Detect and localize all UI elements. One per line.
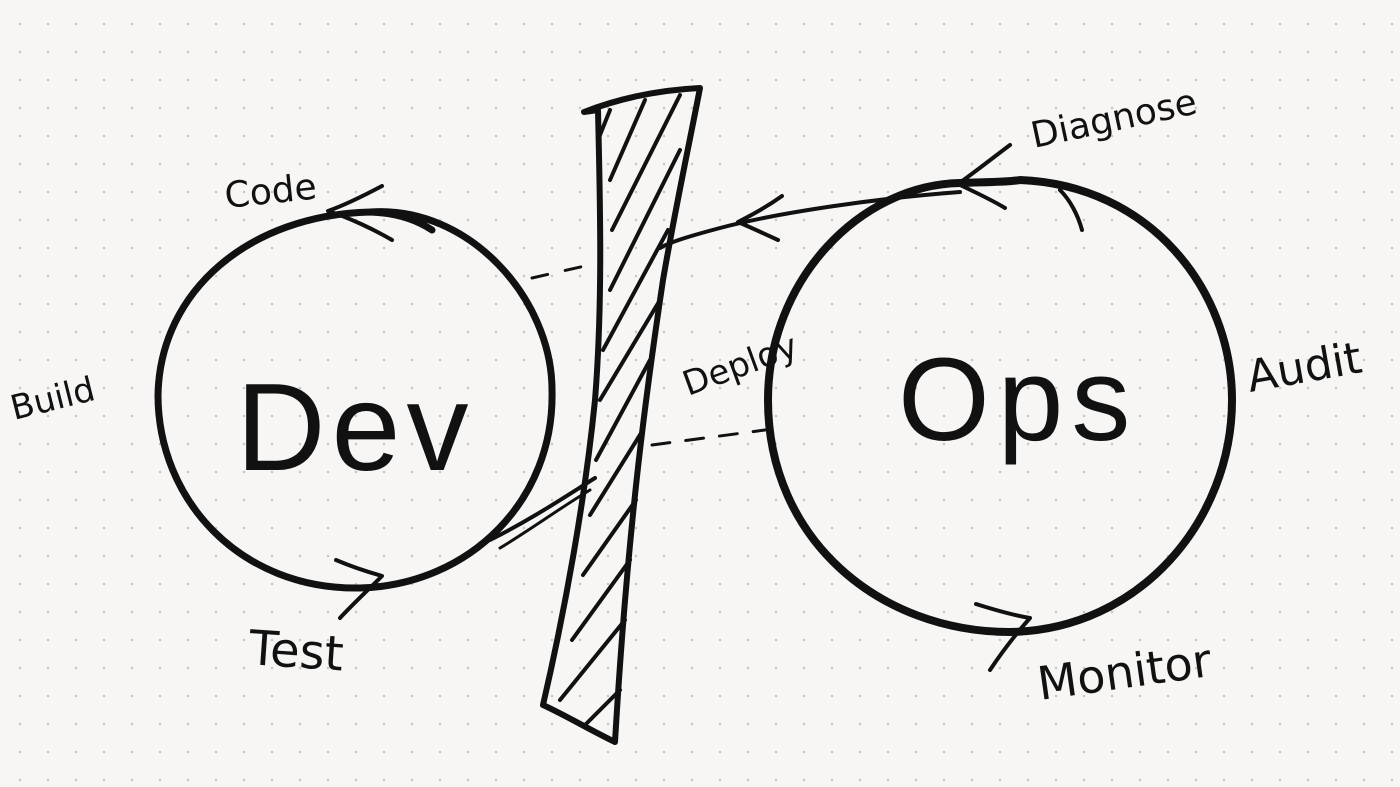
deploy-handoff-line — [488, 476, 597, 542]
wall-hatching — [558, 93, 682, 727]
wall-outline — [540, 85, 703, 745]
ops-top-tick — [1058, 188, 1084, 232]
monitor-label: Monitor — [1034, 633, 1215, 711]
dev-circle — [154, 208, 556, 592]
dev-circle-label: Dev — [236, 359, 475, 497]
wall-ops-dashed-link — [650, 428, 767, 447]
test-label: Test — [246, 620, 345, 683]
monitor-arrowhead — [974, 602, 1032, 672]
deploy-handoff-line-2 — [498, 488, 592, 550]
test-arrowhead — [334, 558, 384, 620]
diagnose-feedback-line — [658, 190, 962, 250]
ops-circle — [764, 176, 1236, 636]
ops-circle-label: Ops — [898, 334, 1138, 466]
diagnose-feedback-arrowhead — [736, 194, 784, 242]
deploy-label: Deploy — [677, 326, 803, 404]
diagnose-label: Diagnose — [1027, 82, 1200, 157]
code-label: Code — [223, 167, 319, 217]
build-label: Build — [7, 369, 100, 428]
diagnose-arrowhead — [956, 143, 1012, 210]
audit-label: Audit — [1243, 333, 1366, 403]
dev-wall-dashed-link — [530, 261, 600, 280]
code-arrowhead — [326, 184, 394, 242]
